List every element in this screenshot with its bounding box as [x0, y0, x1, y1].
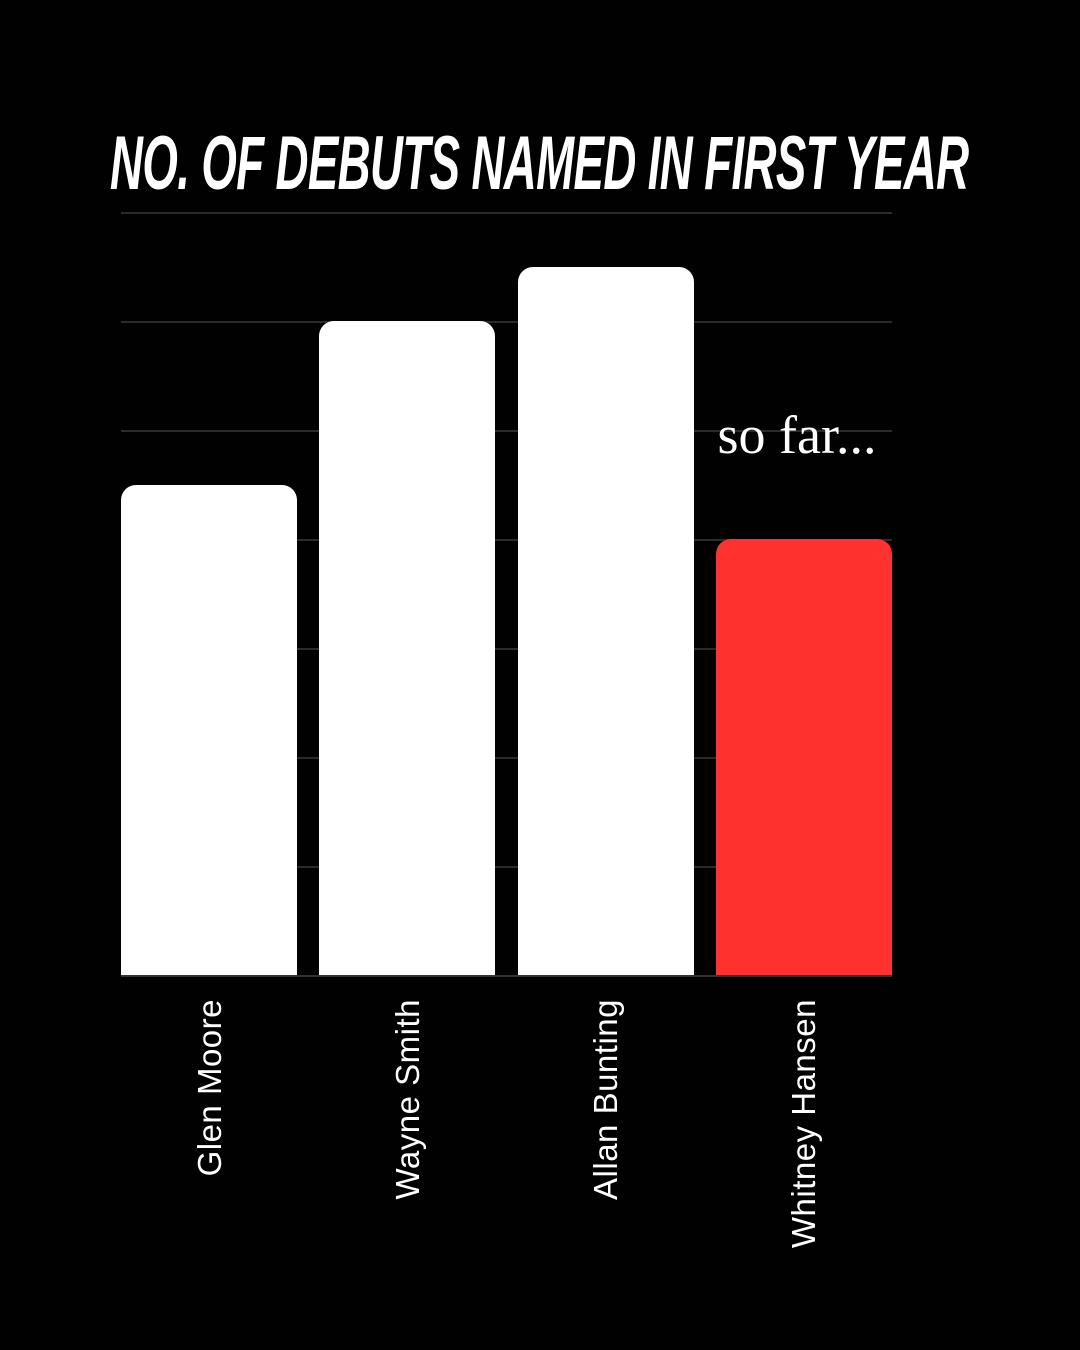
- x-axis-label-whitney-hansen: Whitney Hansen: [785, 999, 823, 1249]
- gridline: [121, 866, 892, 868]
- x-axis-label-allan-bunting: Allan Bunting: [587, 999, 625, 1200]
- so-far-annotation: so far...: [717, 405, 877, 465]
- bars-container: [121, 212, 892, 975]
- x-axis-label-glen-moore: Glen Moore: [190, 999, 228, 1177]
- bar-wayne-smith: [319, 321, 496, 975]
- x-label-slot-glen-moore: Glen Moore: [121, 999, 297, 1176]
- bar-glen-moore: [121, 484, 297, 975]
- plot-area: [121, 212, 892, 977]
- x-label-slot-whitney-hansen: Whitney Hansen: [716, 999, 892, 1248]
- gridline: [121, 757, 892, 759]
- gridline: [121, 212, 892, 214]
- bar-allan-bunting: [517, 266, 694, 975]
- x-axis-label-wayne-smith: Wayne Smith: [388, 999, 426, 1200]
- gridline: [121, 430, 892, 432]
- bar-whitney-hansen: [715, 539, 892, 975]
- gridline: [121, 321, 892, 323]
- gridline: [121, 648, 892, 650]
- x-axis-labels: Glen Moore Wayne Smith Allan Bunting Whitne…: [121, 999, 892, 1248]
- chart-title: NO. OF DEBUTS NAMED IN FIRST YEAR: [110, 126, 1080, 202]
- chart-title-text: NO. OF DEBUTS NAMED IN FIRST YEAR: [110, 121, 969, 206]
- gridline: [121, 539, 892, 541]
- x-label-slot-allan-bunting: Allan Bunting: [518, 999, 694, 1200]
- x-label-slot-wayne-smith: Wayne Smith: [319, 999, 495, 1200]
